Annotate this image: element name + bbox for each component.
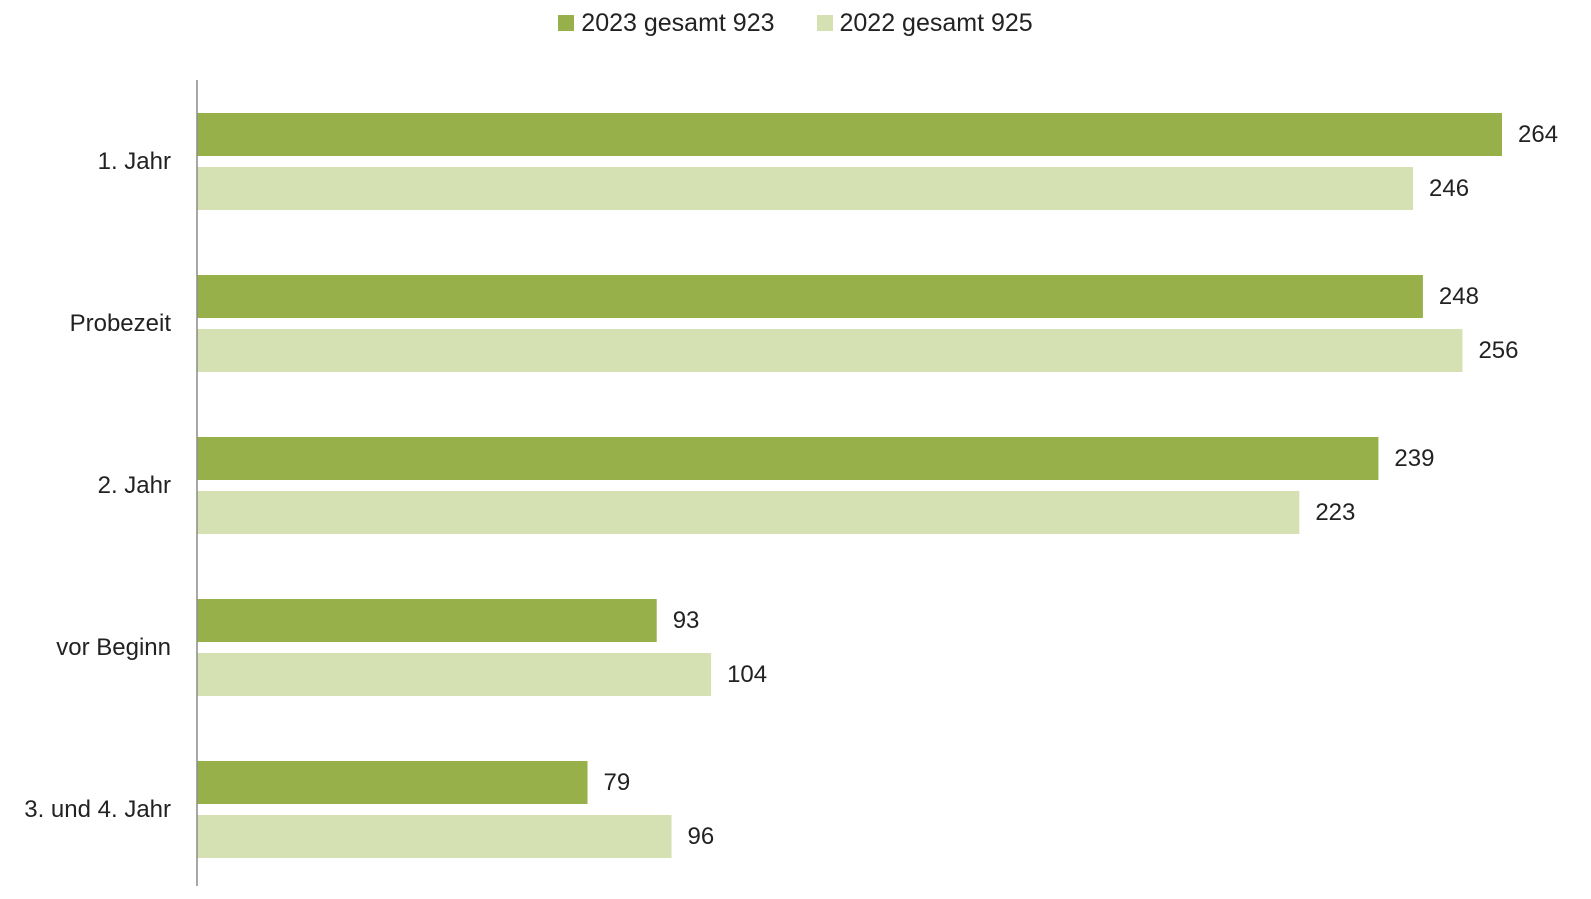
data-label-2-jahr-series-1: 223 <box>1315 499 1355 526</box>
bar-vor-beginn-series-1 <box>197 653 712 696</box>
category-label-probezeit: Probezeit <box>70 310 172 337</box>
data-label-vor-beginn-series-1: 104 <box>727 661 767 688</box>
bar-vor-beginn-series-0 <box>197 599 657 642</box>
legend-swatch-2023 <box>558 15 575 31</box>
bar-probezeit-series-1 <box>197 329 1463 372</box>
legend-label-2022: 2022 gesamt 925 <box>839 8 1033 37</box>
data-label-3-und-4-jahr-series-0: 79 <box>604 769 631 796</box>
bar-1-jahr-series-0 <box>197 113 1502 156</box>
bar-1-jahr-series-1 <box>197 167 1414 210</box>
bar-probezeit-series-0 <box>197 275 1423 318</box>
legend-label-2023: 2023 gesamt 923 <box>581 8 775 37</box>
legend-swatch-2022 <box>816 15 833 31</box>
bar-3-und-4-jahr-series-1 <box>197 815 672 858</box>
data-label-vor-beginn-series-0: 93 <box>673 607 700 634</box>
bar-3-und-4-jahr-series-0 <box>197 761 588 804</box>
data-label-probezeit-series-1: 256 <box>1478 337 1518 364</box>
data-label-1-jahr-series-1: 246 <box>1429 175 1469 202</box>
category-label-vor-beginn: vor Beginn <box>56 634 171 661</box>
bar-2-jahr-series-1 <box>197 491 1300 534</box>
category-label-3-und-4-jahr: 3. und 4. Jahr <box>24 796 171 823</box>
legend-item-2022: 2022 gesamt 925 <box>816 8 1033 38</box>
data-label-probezeit-series-0: 248 <box>1439 283 1479 310</box>
legend-item-2023: 2023 gesamt 923 <box>558 8 775 38</box>
bar-2-jahr-series-0 <box>197 437 1379 480</box>
data-label-1-jahr-series-0: 264 <box>1518 121 1558 148</box>
category-label-1-jahr: 1. Jahr <box>98 148 171 175</box>
data-label-3-und-4-jahr-series-1: 96 <box>688 823 715 850</box>
data-label-2-jahr-series-0: 239 <box>1394 445 1434 472</box>
category-label-2-jahr: 2. Jahr <box>98 472 171 499</box>
legend: 2023 gesamt 923 2022 gesamt 925 <box>0 6 1591 40</box>
